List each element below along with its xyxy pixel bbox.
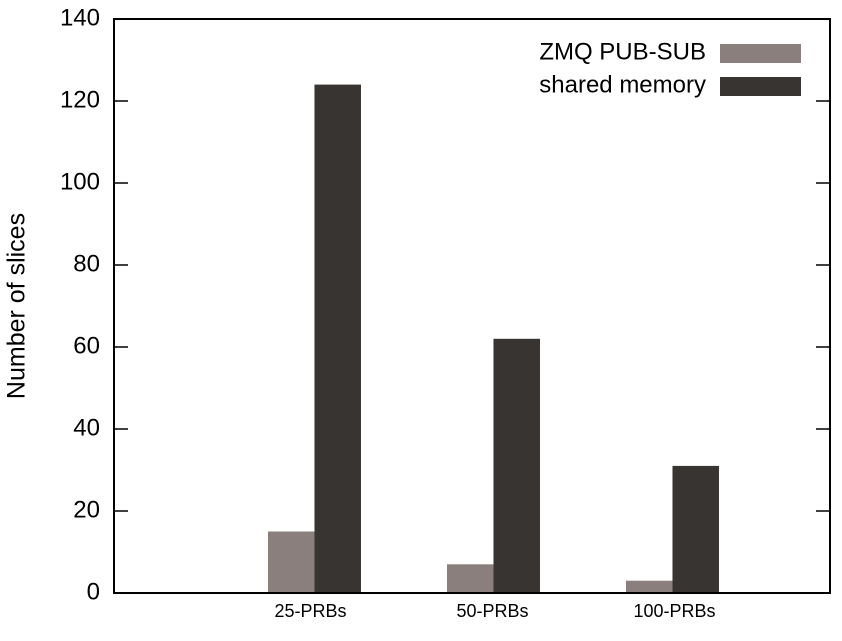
legend-swatch <box>720 77 801 96</box>
bar <box>672 465 719 593</box>
bar <box>267 531 315 593</box>
y-tick-label: 20 <box>73 496 100 523</box>
y-tick-label: 140 <box>60 4 100 31</box>
y-tick-label: 120 <box>60 86 100 113</box>
y-tick-label: 0 <box>87 578 100 605</box>
legend-label: shared memory <box>539 71 706 98</box>
y-tick-label: 80 <box>73 250 100 277</box>
y-tick-label: 60 <box>73 332 100 359</box>
legend-label: ZMQ PUB-SUB <box>539 38 706 65</box>
y-tick-label: 40 <box>73 414 100 441</box>
x-tick-label: 100-PRBs <box>633 601 715 621</box>
bar <box>493 338 540 593</box>
x-tick-label: 25-PRBs <box>274 601 346 621</box>
legend-swatch <box>720 44 801 63</box>
bar <box>446 564 494 593</box>
bar <box>314 84 361 593</box>
y-axis-label: Number of slices <box>3 213 31 399</box>
x-tick-label: 50-PRBs <box>456 601 528 621</box>
plot-frame <box>113 18 831 594</box>
y-tick-label: 100 <box>60 168 100 195</box>
bar <box>625 580 673 593</box>
